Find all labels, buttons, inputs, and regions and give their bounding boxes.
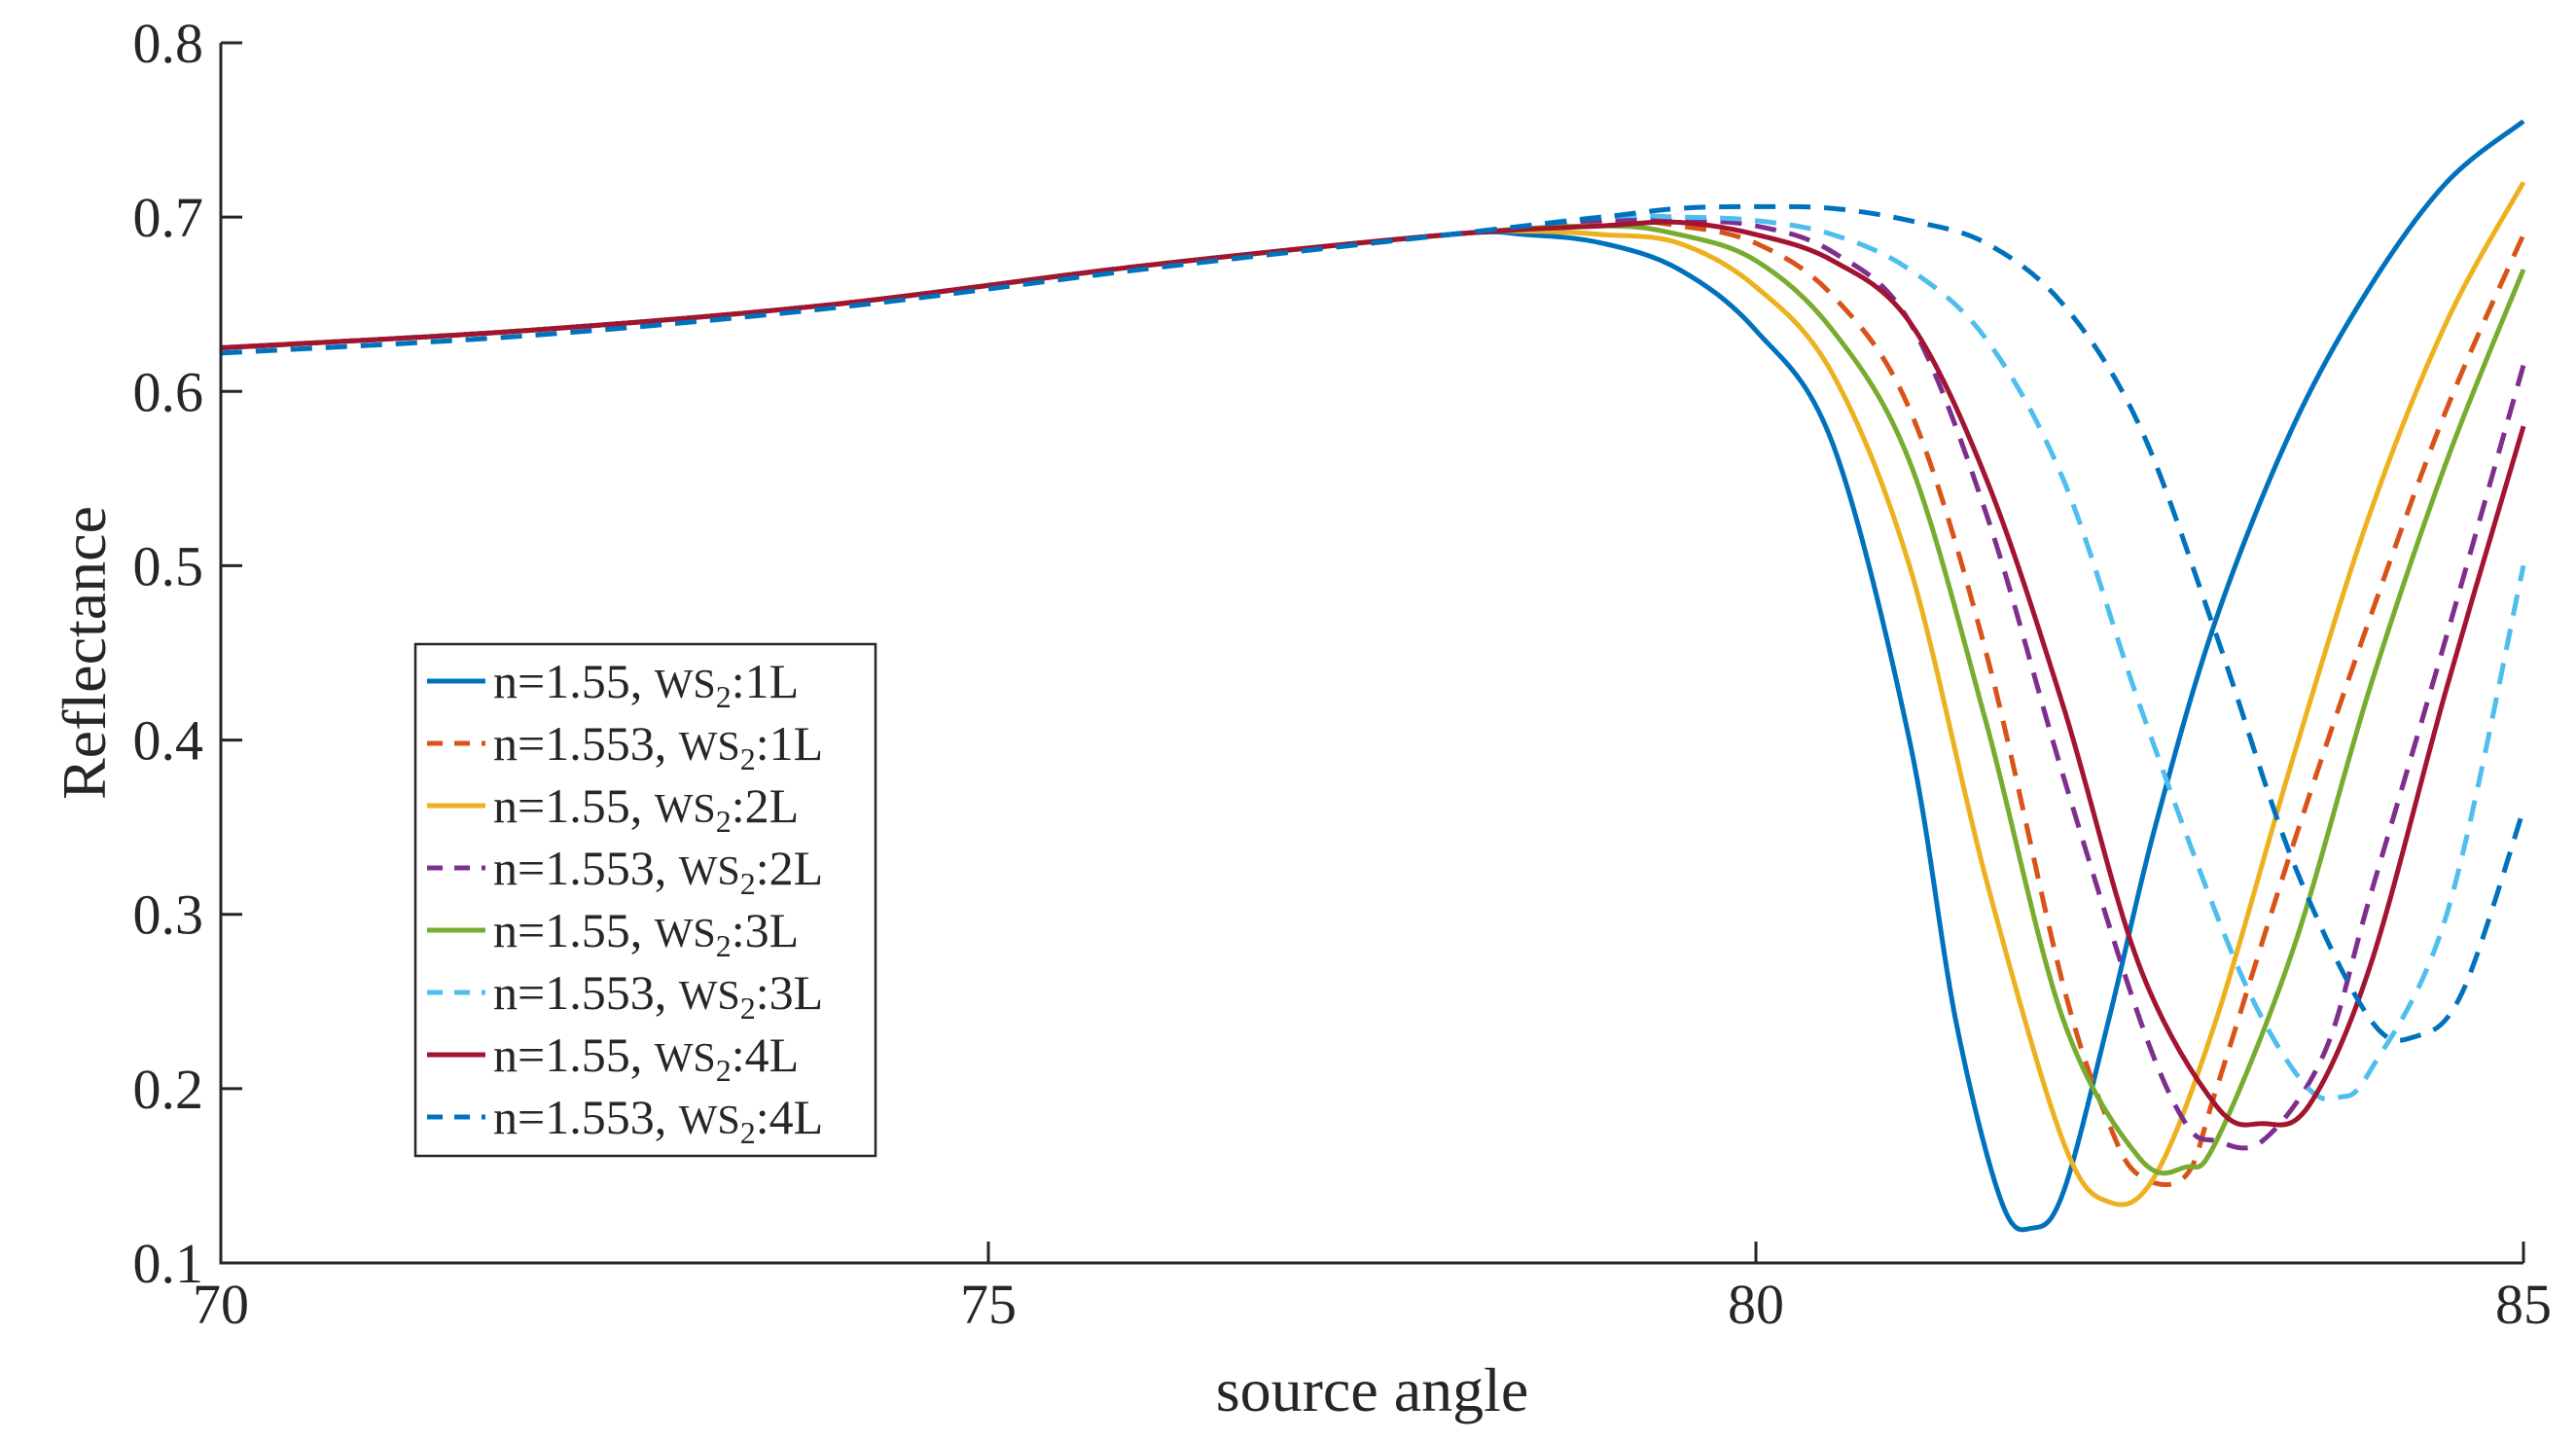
y-tick-label: 0.2: [133, 1058, 204, 1121]
y-tick-label: 0.6: [133, 360, 204, 423]
x-tick-label: 80: [1728, 1273, 1784, 1336]
y-tick-label: 0.4: [133, 709, 204, 773]
y-tick-label: 0.7: [133, 186, 204, 249]
legend-entry-label: n=1.55, WS2:2L: [493, 778, 799, 839]
y-tick-label: 0.1: [133, 1232, 204, 1295]
series-line-7: [220, 219, 2526, 1128]
series-lines: [220, 119, 2526, 1233]
legend-entry-label: n=1.55, WS2:3L: [493, 903, 799, 963]
y-tick-label: 0.3: [133, 883, 204, 947]
x-tick-label: 75: [960, 1273, 1017, 1336]
legend-entry-label: n=1.55, WS2:1L: [493, 654, 799, 714]
x-tick-label: 70: [193, 1273, 249, 1336]
series-line-4: [220, 216, 2526, 1151]
y-tick-label: 0.8: [133, 12, 204, 75]
x-tick-label: 85: [2495, 1273, 2552, 1336]
legend-entry-label: n=1.553, WS2:1L: [493, 716, 823, 776]
y-tick-label: 0.5: [133, 534, 204, 597]
legend-box: [413, 642, 877, 1158]
legend: n=1.55, WS2:1Ln=1.553, WS2:1Ln=1.55, WS2…: [413, 642, 877, 1158]
series-line-8: [220, 203, 2526, 1043]
legend-entry-label: n=1.553, WS2:3L: [493, 965, 823, 1026]
legend-entry-label: n=1.553, WS2:2L: [493, 841, 823, 901]
ticks: 70 75 80 85 0.1 0.2 0.3 0.4 0.5 0.6 0.7 0.8: [133, 12, 2553, 1336]
series-line-6: [220, 213, 2526, 1102]
legend-entry-label: n=1.553, WS2:4L: [493, 1090, 823, 1150]
legend-entry-label: n=1.55, WS2:4L: [493, 1027, 799, 1088]
x-axis-label: source angle: [1216, 1355, 1529, 1424]
y-axis-label: Reflectance: [50, 506, 119, 800]
